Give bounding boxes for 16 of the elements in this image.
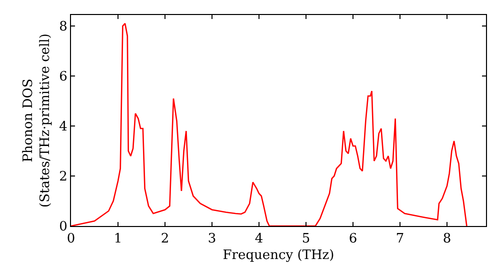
x-tick-label: 4 [254, 232, 264, 247]
y-axis-title: Phonon DOS (States/THz·primitive cell) [21, 33, 54, 208]
x-tick-label: 3 [208, 232, 216, 247]
x-tick-label: 5 [302, 232, 310, 247]
x-tick-label: 7 [396, 232, 404, 247]
x-axis-title: Frequency (THz) [222, 248, 334, 264]
line-series [71, 22, 468, 226]
y-tick-label: 2 [59, 170, 68, 185]
x-tick-label: 6 [348, 232, 358, 247]
x-tick-label: 8 [442, 232, 452, 247]
x-tick-label: 2 [160, 232, 170, 247]
y-tick-label: 0 [59, 220, 68, 235]
y-tick-label: 4 [59, 120, 68, 135]
y-tick-label: 8 [59, 20, 68, 35]
x-tick-label: 1 [114, 232, 122, 247]
y-tick-label: 6 [59, 70, 68, 85]
